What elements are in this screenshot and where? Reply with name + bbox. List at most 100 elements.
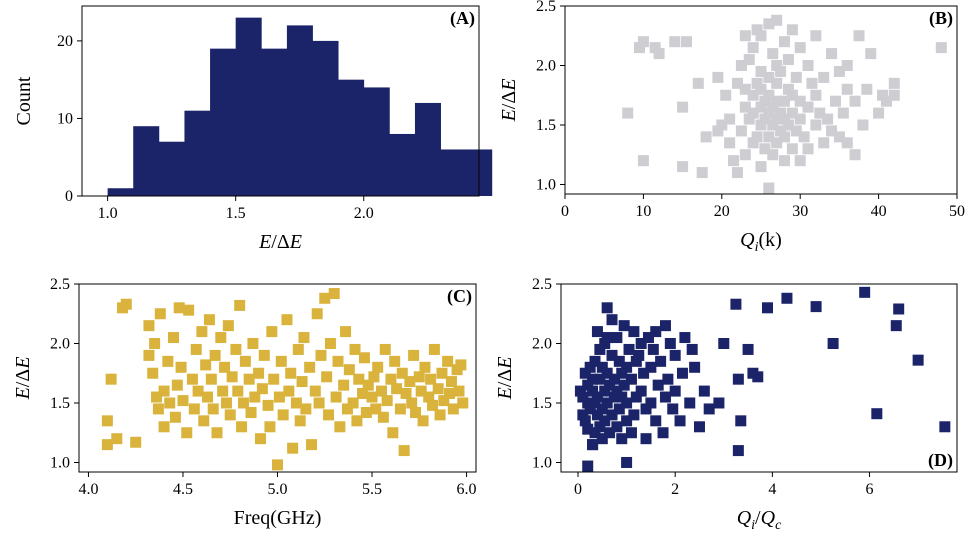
scatter-point bbox=[732, 373, 744, 385]
scatter-point bbox=[596, 361, 608, 373]
scatter-point bbox=[637, 155, 649, 167]
scatter-point bbox=[755, 83, 767, 95]
scatter-point bbox=[410, 407, 422, 419]
scatter-point bbox=[659, 391, 671, 403]
scatter-point bbox=[190, 343, 202, 355]
x-tick-label: 0 bbox=[574, 481, 582, 498]
scatter-point bbox=[767, 149, 779, 161]
x-tick-label: 1.0 bbox=[98, 205, 118, 222]
scatter-point bbox=[755, 101, 767, 113]
scatter-point bbox=[101, 439, 113, 451]
scatter-point bbox=[168, 332, 180, 344]
scatter-point bbox=[718, 337, 730, 349]
scatter-point bbox=[591, 326, 603, 338]
scatter-point bbox=[601, 302, 613, 314]
scatter-point bbox=[712, 125, 724, 137]
scatter-point bbox=[827, 337, 839, 349]
scatter-point bbox=[880, 95, 892, 107]
scatter-point bbox=[247, 337, 259, 349]
scatter-point bbox=[351, 415, 363, 427]
scatter-point bbox=[387, 427, 399, 439]
histogram-bar bbox=[363, 87, 390, 196]
y-tick-label: 1.0 bbox=[536, 176, 556, 193]
x-tick-label: 5.0 bbox=[268, 481, 288, 498]
scatter-point bbox=[771, 14, 783, 26]
scatter-point bbox=[630, 355, 642, 367]
plot-frame bbox=[560, 283, 958, 473]
scatter-point bbox=[888, 89, 900, 101]
scatter-point bbox=[763, 107, 775, 119]
scatter-point bbox=[239, 355, 251, 367]
scatter-point bbox=[357, 387, 369, 399]
scatter-point bbox=[290, 397, 302, 409]
scatter-point bbox=[173, 302, 185, 314]
scatter-point bbox=[686, 343, 698, 355]
panel-c: 4.0 4.5 5.0 5.5 6.0 1.0 1.5 2.0 2.5 Freq(GHz) E/ΔE… bbox=[12, 276, 477, 529]
scatter-point bbox=[728, 155, 740, 167]
scatter-point bbox=[294, 415, 306, 427]
scatter-point bbox=[652, 379, 664, 391]
scatter-point bbox=[837, 107, 849, 119]
scatter-point bbox=[810, 30, 822, 42]
scatter-point bbox=[633, 42, 645, 54]
scatter-point bbox=[158, 421, 170, 433]
scatter-point bbox=[853, 30, 865, 42]
scatter-point bbox=[724, 113, 736, 125]
scatter-point bbox=[230, 343, 242, 355]
scatter-point bbox=[379, 343, 391, 355]
x-tick-label: 5.5 bbox=[362, 481, 382, 498]
scatter-point bbox=[311, 308, 323, 320]
scatter-point bbox=[635, 385, 647, 397]
scatter-point bbox=[802, 143, 814, 155]
scatter-point bbox=[771, 59, 783, 71]
scatter-point bbox=[226, 371, 238, 383]
scatter-point bbox=[794, 155, 806, 167]
scatter-point bbox=[677, 101, 689, 113]
scatter-point bbox=[625, 427, 637, 439]
scatter-point bbox=[207, 403, 219, 415]
scatter-point bbox=[149, 337, 161, 349]
scatter-point bbox=[622, 107, 634, 119]
scatter-point bbox=[606, 409, 618, 421]
scatter-point bbox=[587, 385, 599, 397]
scatter-point bbox=[601, 367, 613, 379]
scatter-point bbox=[818, 71, 830, 83]
scatter-point bbox=[406, 397, 418, 409]
scatter-point bbox=[594, 373, 606, 385]
x-tick-label: 1.5 bbox=[226, 205, 246, 222]
x-tick-label: 4.0 bbox=[78, 481, 98, 498]
scatter-point bbox=[779, 113, 791, 125]
scatter-point bbox=[232, 385, 244, 397]
scatter-point bbox=[164, 397, 176, 409]
scatter-point bbox=[743, 54, 755, 66]
histogram-bar bbox=[235, 17, 262, 196]
scatter-point bbox=[200, 359, 212, 371]
scatter-point bbox=[428, 343, 440, 355]
scatter-point bbox=[650, 415, 662, 427]
scatter-point bbox=[782, 83, 794, 95]
scatter-point bbox=[306, 439, 318, 451]
scatter-point bbox=[623, 343, 635, 355]
scatter-point bbox=[347, 397, 359, 409]
scatter-point bbox=[292, 343, 304, 355]
scatter-point bbox=[794, 42, 806, 54]
scatter-point bbox=[304, 361, 316, 373]
scatter-point bbox=[871, 408, 883, 420]
scatter-point bbox=[577, 391, 589, 403]
scatter-point bbox=[377, 411, 389, 423]
scatter-point bbox=[735, 59, 747, 71]
scatter-point bbox=[731, 167, 743, 179]
scatter-point bbox=[747, 107, 759, 119]
scatter-point bbox=[447, 403, 459, 415]
scatter-point bbox=[767, 101, 779, 113]
panel-label: (D) bbox=[928, 450, 953, 471]
scatter-point bbox=[236, 421, 248, 433]
histogram-bar bbox=[389, 133, 416, 196]
scatter-point bbox=[790, 125, 802, 137]
scatter-point bbox=[630, 391, 642, 403]
scatter-point bbox=[143, 349, 155, 361]
scatter-point bbox=[328, 288, 340, 300]
scatter-point bbox=[662, 373, 674, 385]
scatter-point bbox=[703, 403, 715, 415]
scatter-point bbox=[220, 397, 232, 409]
